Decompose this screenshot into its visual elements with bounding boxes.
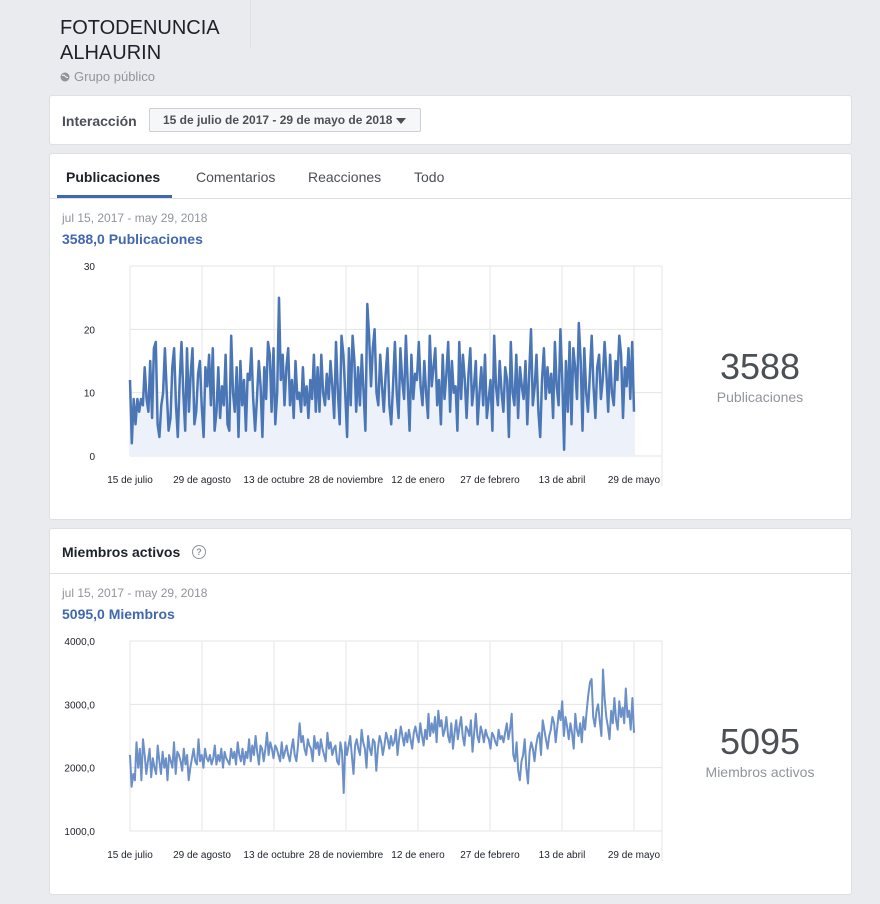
- tab-reacciones[interactable]: Reacciones: [308, 169, 382, 185]
- x-tick-label: 13 de abril: [539, 850, 586, 861]
- members-summary-label: Miembros activos: [705, 764, 815, 780]
- tab-todo[interactable]: Todo: [414, 169, 445, 185]
- posts-total: 3588,0 Publicaciones: [62, 231, 203, 247]
- series-line: [129, 668, 635, 794]
- y-tick-label: 30: [84, 262, 96, 273]
- x-tick-label: 29 de agosto: [173, 475, 231, 486]
- group-privacy-label: Grupo público: [74, 69, 155, 84]
- members-summary-number: 5095: [719, 721, 801, 762]
- active-members-header: Miembros activos ?: [50, 529, 851, 574]
- posts-summary-label: Publicaciones: [716, 389, 804, 405]
- posts-chart[interactable]: 0 10 20 30 15 de julio 29 de agosto 13 de octu…: [50, 254, 851, 514]
- y-tick-label: 4000,0: [64, 637, 95, 648]
- group-title[interactable]: FOTODENUNCIA ALHAURIN: [60, 17, 219, 64]
- caret-down-icon: [396, 118, 406, 124]
- posts-total-value: 3588,0: [62, 231, 105, 247]
- members-chart[interactable]: 1000,0 2000,0 3000,0 4000,0 15 de julio 29 de…: [50, 629, 851, 889]
- members-total: 5095,0 Miembros: [62, 606, 175, 622]
- group-header: FOTODENUNCIA ALHAURIN Grupo público: [0, 0, 880, 92]
- metric-tabs: Publicaciones Comentarios Reacciones Tod…: [50, 154, 851, 199]
- interaction-card: Interacción 15 de julio de 2017 - 29 de …: [49, 95, 852, 145]
- header-divider: [250, 0, 251, 48]
- help-icon[interactable]: ?: [192, 545, 206, 559]
- group-privacy: Grupo público: [60, 69, 155, 84]
- x-tick-label: 13 de octubre: [243, 850, 305, 861]
- active-tab-indicator: [57, 195, 172, 198]
- globe-icon: [60, 72, 70, 82]
- y-tick-label: 0: [89, 452, 95, 463]
- posts-total-unit: Publicaciones: [108, 231, 203, 247]
- x-tick-label: 12 de enero: [391, 475, 445, 486]
- y-tick-label: 10: [84, 389, 96, 400]
- x-tick-label: 29 de agosto: [173, 850, 231, 861]
- x-tick-label: 27 de febrero: [460, 475, 520, 486]
- x-tick-label: 13 de octubre: [243, 475, 305, 486]
- x-tick-label: 27 de febrero: [460, 850, 520, 861]
- tab-comentarios[interactable]: Comentarios: [196, 169, 276, 185]
- series-line: [128, 296, 636, 451]
- interaction-label: Interacción: [62, 113, 137, 129]
- members-range: jul 15, 2017 - may 29, 2018: [62, 586, 208, 600]
- active-members-title: Miembros activos: [62, 544, 181, 560]
- posts-range: jul 15, 2017 - may 29, 2018: [62, 211, 208, 225]
- x-tick-label: 29 de mayo: [608, 850, 661, 861]
- posts-card: Publicaciones Comentarios Reacciones Tod…: [49, 153, 852, 520]
- date-range-text: 15 de julio de 2017 - 29 de mayo de 2018: [163, 113, 393, 127]
- x-tick-label: 15 de julio: [107, 475, 153, 486]
- x-tick-label: 13 de abril: [539, 475, 586, 486]
- posts-summary-number: 3588: [719, 346, 801, 387]
- x-tick-label: 28 de noviembre: [309, 475, 384, 486]
- y-tick-label: 1000,0: [64, 827, 95, 838]
- members-total-unit: Miembros: [108, 606, 175, 622]
- active-members-card: Miembros activos ? jul 15, 2017 - may 29…: [49, 528, 852, 895]
- x-tick-label: 29 de mayo: [608, 475, 661, 486]
- date-range-dropdown[interactable]: 15 de julio de 2017 - 29 de mayo de 2018: [149, 108, 421, 132]
- x-tick-label: 12 de enero: [391, 850, 445, 861]
- x-tick-label: 15 de julio: [107, 850, 153, 861]
- y-tick-label: 2000,0: [64, 764, 95, 775]
- members-total-value: 5095,0: [62, 606, 105, 622]
- y-tick-label: 20: [84, 325, 96, 336]
- y-tick-label: 3000,0: [64, 700, 95, 711]
- tab-publicaciones[interactable]: Publicaciones: [66, 169, 161, 185]
- x-tick-label: 28 de noviembre: [309, 850, 384, 861]
